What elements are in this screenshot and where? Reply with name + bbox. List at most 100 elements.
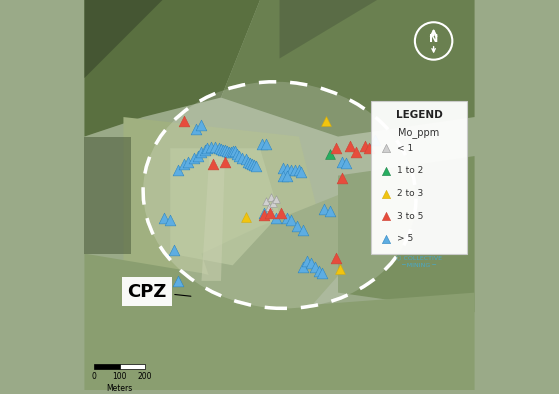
Point <box>295 167 304 173</box>
Polygon shape <box>84 137 131 254</box>
Point <box>191 126 200 132</box>
Polygon shape <box>221 0 475 137</box>
Point <box>371 137 380 143</box>
Point <box>279 173 288 179</box>
Text: LEGEND: LEGEND <box>396 110 442 120</box>
Point <box>248 161 257 167</box>
Point <box>219 147 228 153</box>
Point <box>224 149 233 155</box>
Point <box>264 204 273 210</box>
Point <box>310 264 319 270</box>
Polygon shape <box>338 156 475 312</box>
Point <box>381 190 390 197</box>
Point <box>299 264 307 270</box>
Point <box>269 200 278 206</box>
Ellipse shape <box>143 82 416 309</box>
Point <box>302 258 311 264</box>
Point <box>287 217 296 223</box>
Text: 1 to 2: 1 to 2 <box>396 166 423 175</box>
Point <box>287 167 296 173</box>
Point <box>230 148 239 154</box>
Point <box>226 149 235 155</box>
Text: > 5: > 5 <box>396 234 413 243</box>
Point <box>174 278 183 284</box>
Point <box>174 167 183 173</box>
Point <box>338 175 347 181</box>
Point <box>283 216 292 222</box>
Point <box>381 236 390 242</box>
Point <box>283 173 292 180</box>
Point <box>326 208 335 214</box>
Point <box>216 146 225 152</box>
Polygon shape <box>170 148 280 265</box>
Text: 100: 100 <box>112 372 127 381</box>
Point <box>322 118 331 124</box>
FancyBboxPatch shape <box>371 101 467 254</box>
Point <box>361 143 370 149</box>
Point <box>342 160 350 166</box>
Bar <box>120 364 145 369</box>
Text: 0: 0 <box>92 372 97 381</box>
Point <box>160 216 169 222</box>
Point <box>381 168 390 174</box>
Point <box>345 143 354 149</box>
Point <box>193 153 202 159</box>
Point <box>331 145 340 151</box>
Point <box>244 159 253 165</box>
Text: N: N <box>429 34 438 44</box>
Point <box>279 165 288 171</box>
Point <box>209 161 217 167</box>
Point <box>292 223 301 229</box>
Point <box>259 210 268 216</box>
Point <box>211 144 220 151</box>
Point <box>197 149 206 155</box>
Text: < 1: < 1 <box>396 144 413 153</box>
Text: CPZ: CPZ <box>127 282 191 301</box>
Point <box>258 141 267 147</box>
Point <box>320 206 329 212</box>
Point <box>381 145 390 151</box>
Point <box>179 118 188 124</box>
Polygon shape <box>124 117 319 281</box>
Point <box>222 148 231 154</box>
Point <box>250 162 259 168</box>
Point <box>318 270 327 276</box>
Point <box>207 144 216 151</box>
Point <box>335 266 344 272</box>
Point <box>259 212 268 218</box>
Point <box>242 214 251 220</box>
Point <box>232 151 241 157</box>
Point <box>326 151 335 157</box>
Point <box>197 122 206 128</box>
Point <box>365 145 374 151</box>
Point <box>234 153 243 159</box>
Point <box>170 247 179 253</box>
Point <box>381 213 390 219</box>
Point <box>291 167 300 173</box>
Point <box>262 198 271 204</box>
Point <box>252 163 260 169</box>
Polygon shape <box>84 0 260 137</box>
Text: Mo_ppm: Mo_ppm <box>399 128 439 138</box>
Point <box>306 260 315 266</box>
Point <box>283 165 292 172</box>
Point <box>183 159 192 165</box>
Point <box>277 210 286 216</box>
Point <box>331 255 340 261</box>
Text: 2 to 3: 2 to 3 <box>396 189 423 198</box>
Polygon shape <box>84 0 163 78</box>
Point <box>228 148 237 154</box>
Point <box>220 147 229 153</box>
Point <box>246 160 255 166</box>
Text: ⬡ COLLECTIVE
─ MINING ─: ⬡ COLLECTIVE ─ MINING ─ <box>396 257 442 268</box>
Point <box>220 159 229 165</box>
Point <box>266 210 274 216</box>
Point <box>314 268 323 274</box>
Text: 200: 200 <box>138 372 152 381</box>
Point <box>299 227 307 233</box>
Point <box>203 145 212 151</box>
Point <box>215 145 224 151</box>
Point <box>271 196 280 202</box>
Point <box>242 156 251 162</box>
Polygon shape <box>84 254 475 390</box>
